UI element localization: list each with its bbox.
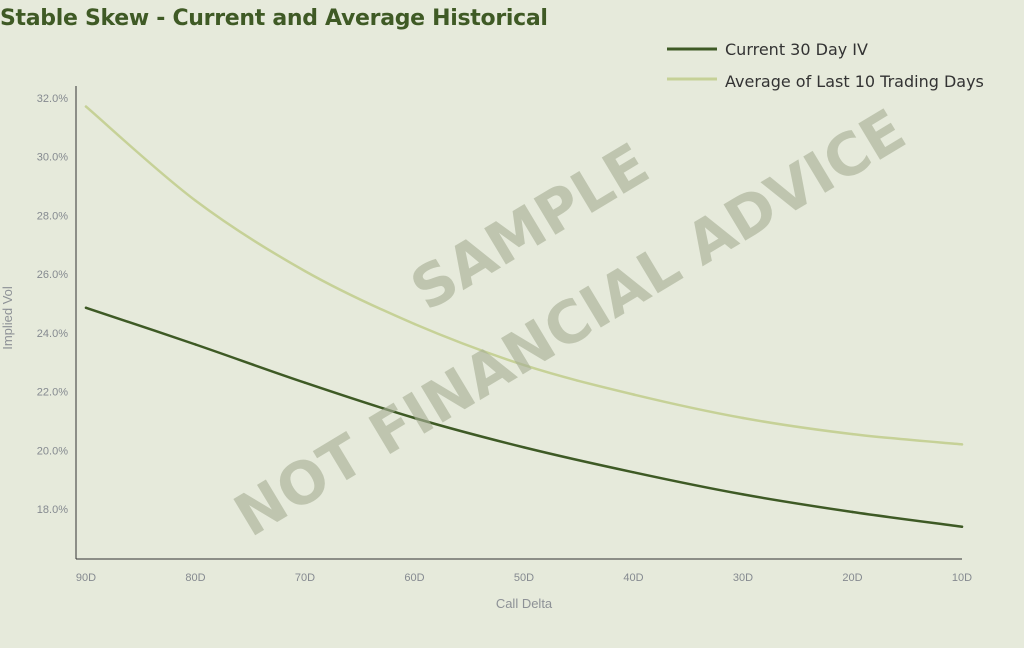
data-point — [522, 446, 526, 449]
y-tick-label: 24.0% — [37, 328, 68, 340]
data-point — [741, 493, 745, 496]
y-axis-ticks: 18.0% 20.0% 22.0% 24.0% 26.0% 28.0% 30.0% 32.0% — [37, 93, 68, 516]
series-line-average — [84, 105, 964, 446]
data-point — [522, 363, 526, 367]
data-point — [303, 381, 307, 384]
data-point — [84, 306, 88, 309]
y-tick-label: 18.0% — [37, 504, 68, 516]
data-point — [960, 443, 964, 446]
data-point — [741, 416, 745, 420]
data-point — [413, 322, 416, 326]
data-point — [851, 432, 854, 436]
data-point — [632, 393, 635, 396]
data-point — [84, 105, 88, 108]
data-point — [303, 269, 307, 273]
y-tick-label: 32.0% — [37, 93, 68, 105]
chart-title: Stable Skew - Current and Average Histor… — [0, 6, 548, 31]
y-tick-label: 20.0% — [37, 445, 68, 457]
data-point — [194, 199, 197, 202]
y-tick-label: 28.0% — [37, 210, 68, 222]
series-layer — [84, 105, 964, 528]
watermark: SAMPLE NOT FINANCIAL ADVICE — [223, 96, 917, 550]
y-tick-label: 26.0% — [37, 269, 68, 281]
data-point — [851, 510, 854, 514]
x-tick-label: 90D — [76, 572, 96, 584]
x-tick-label: 40D — [623, 572, 643, 584]
x-axis-ticks: 90D 80D 70D 60D 50D 40D 30D 20D 10D — [76, 572, 972, 584]
legend: Current 30 Day IV Average of Last 10 Tra… — [667, 40, 984, 91]
data-point — [413, 416, 416, 420]
data-point — [632, 471, 635, 474]
x-tick-label: 50D — [514, 572, 534, 584]
x-axis-title: Call Delta — [496, 596, 553, 611]
x-tick-label: 30D — [733, 572, 753, 584]
x-tick-label: 20D — [842, 572, 862, 584]
y-axis-title: Implied Vol — [0, 286, 15, 350]
x-tick-label: 70D — [295, 572, 315, 584]
y-tick-label: 22.0% — [37, 387, 68, 399]
legend-label-current: Current 30 Day IV — [725, 40, 868, 59]
data-point — [960, 525, 964, 528]
data-point — [194, 343, 197, 346]
y-tick-label: 30.0% — [37, 152, 68, 164]
x-tick-label: 10D — [952, 572, 972, 584]
legend-label-average: Average of Last 10 Trading Days — [725, 72, 984, 91]
x-tick-label: 80D — [185, 572, 205, 584]
x-tick-label: 60D — [404, 572, 424, 584]
